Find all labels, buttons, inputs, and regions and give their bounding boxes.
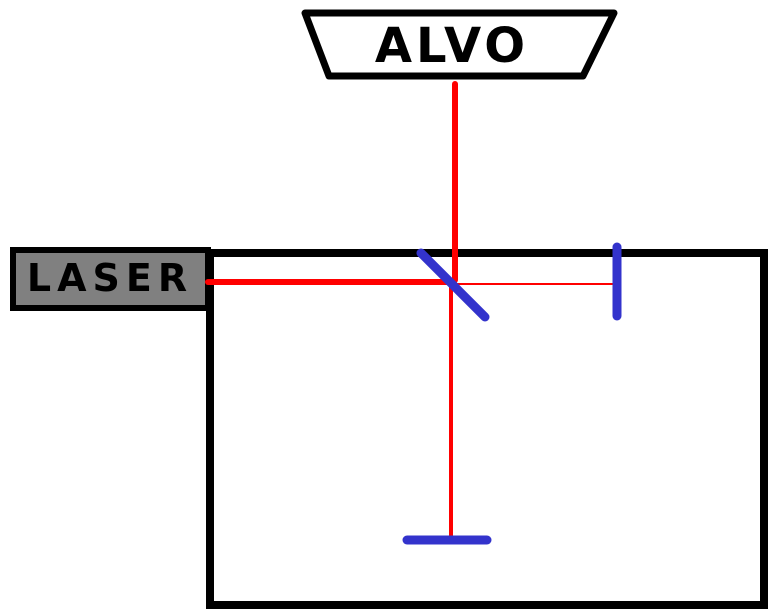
target-trapezoid <box>301 9 618 80</box>
interferometer-box <box>206 249 768 609</box>
target-screen: ALVO <box>301 9 618 80</box>
mirrors <box>402 242 622 545</box>
laser-source: LASER <box>10 247 211 311</box>
laser-beams <box>205 81 617 537</box>
target-label: ALVO <box>375 18 529 74</box>
laser-label: LASER <box>27 256 193 300</box>
beam-splitter <box>416 248 490 322</box>
